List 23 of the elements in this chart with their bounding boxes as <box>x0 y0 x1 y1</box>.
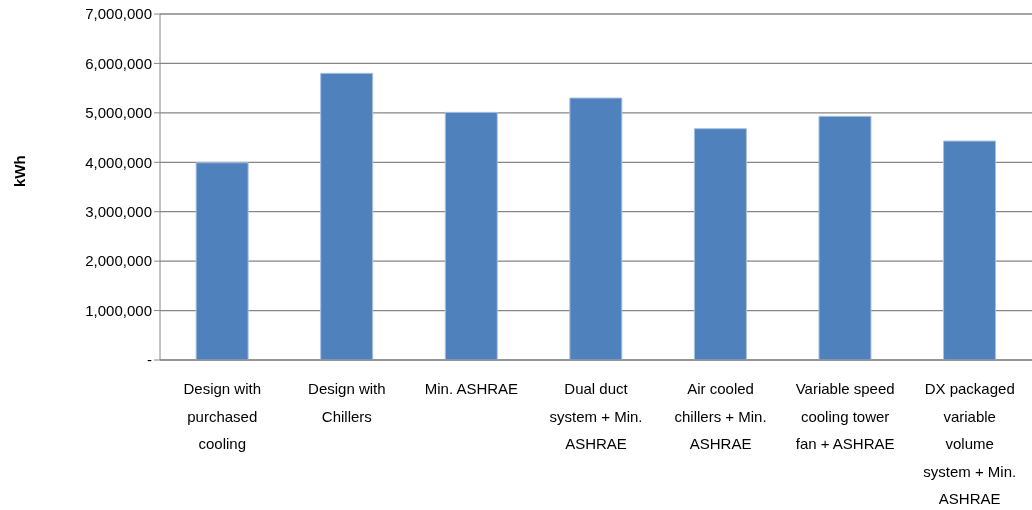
bar <box>943 140 997 360</box>
y-tick-label: 1,000,000 <box>85 301 152 319</box>
x-tick-label: Dual duct system + Min. ASHRAE <box>549 380 643 452</box>
y-tick-label: 4,000,000 <box>85 153 152 171</box>
y-tick-label: 2,000,000 <box>85 252 152 270</box>
y-axis-title: kWh <box>11 155 29 187</box>
bar <box>818 115 872 360</box>
bar <box>569 97 623 360</box>
bar <box>320 72 374 360</box>
x-tick-label: Min. ASHRAE <box>424 380 519 397</box>
y-tick-label: - <box>147 351 152 369</box>
y-tick-label: 7,000,000 <box>85 5 152 23</box>
y-tick-label: 6,000,000 <box>85 54 152 72</box>
bar <box>693 128 747 360</box>
x-tick-label: Design with purchased cooling <box>183 380 262 452</box>
bar <box>195 162 249 360</box>
x-tick-label: Design with Chillers <box>308 380 386 425</box>
y-tick-label: 3,000,000 <box>85 203 152 221</box>
x-tick-label: Variable speed cooling tower fan + ASHRAE <box>795 380 895 452</box>
bar <box>444 111 498 360</box>
x-tick-label: DX packaged variable volume system + Min. ASHRAE <box>923 380 1017 507</box>
x-tick-label: Air cooled chillers + Min. ASHRAE <box>674 380 767 452</box>
y-tick-label: 5,000,000 <box>85 104 152 122</box>
